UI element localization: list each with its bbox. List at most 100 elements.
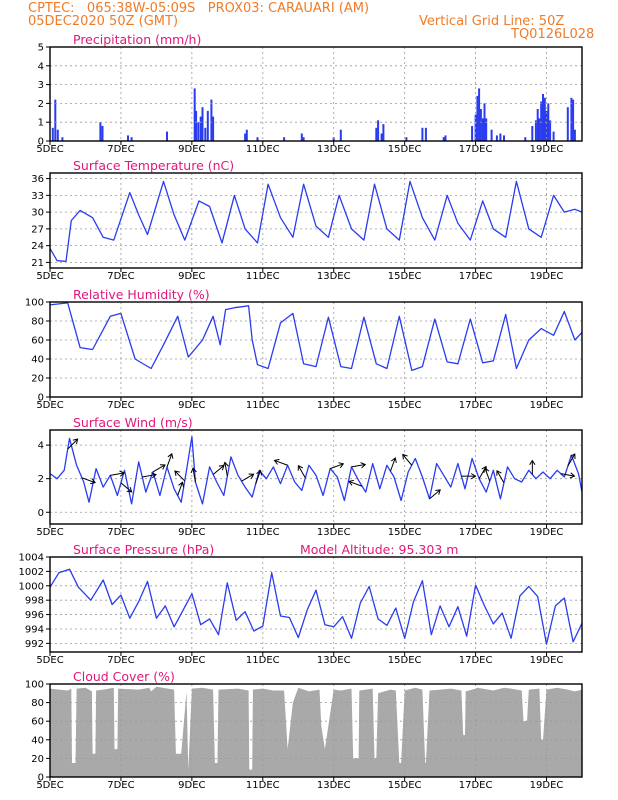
- precip-bar: [339, 129, 342, 141]
- wind-direction-arrow: [483, 467, 491, 482]
- panel-annotation: Model Altitude: 95.303 m: [300, 542, 458, 557]
- wind-direction-arrow: [174, 470, 186, 482]
- precip-bar: [481, 118, 484, 141]
- y-tick-label: 4: [38, 441, 44, 452]
- rh-panel: 0 20 40 60 80 100 5DEC 7DEC 9DEC 11DEC 13DEC 15DEC 1…: [25, 287, 583, 411]
- wind-arrow-head: [222, 461, 229, 468]
- x-tick-label: 19DEC: [530, 655, 564, 666]
- wind-direction-arrow: [177, 481, 184, 496]
- precip-bar: [101, 126, 104, 141]
- y-tick-label: 0: [38, 393, 44, 404]
- precip-bar: [51, 127, 54, 141]
- precip-bar: [499, 133, 502, 141]
- precip-panel: 0 1 2 3 4 5 5DEC 7DEC 9DEC 11DEC 13DEC 15DEC 17DEC 19…: [36, 32, 583, 155]
- x-tick-label: 17DEC: [459, 527, 493, 538]
- y-tick-label: 2: [38, 474, 44, 485]
- precip-bar: [405, 137, 408, 141]
- wind-direction-arrow: [567, 453, 576, 467]
- precip-bar: [479, 109, 482, 141]
- wind-arrow-shaft: [429, 489, 441, 500]
- wind-arrow-head: [273, 458, 280, 465]
- wind-direction-arrow: [212, 464, 225, 475]
- wind-arrow-head: [178, 481, 184, 488]
- x-tick-label: 17DEC: [459, 780, 493, 791]
- precip-bar: [503, 135, 505, 141]
- y-tick-label: 0: [38, 508, 44, 519]
- wind-direction-arrow: [351, 462, 367, 469]
- x-tick-label: 5DEC: [36, 780, 63, 791]
- x-tick-label: 17DEC: [459, 655, 493, 666]
- precip-bar: [552, 131, 555, 141]
- precip-bar: [166, 131, 168, 141]
- plot-frame: [49, 172, 583, 269]
- y-tick-label: 1: [38, 118, 44, 129]
- wind-direction-arrow: [402, 453, 413, 466]
- y-tick-label: 0: [38, 137, 44, 148]
- x-tick-label: 15DEC: [388, 144, 422, 155]
- precip-bar: [424, 127, 427, 141]
- precip-bar: [244, 133, 247, 141]
- precip-bar: [380, 133, 383, 141]
- plot-frame: [49, 429, 583, 525]
- precip-bar: [210, 99, 213, 141]
- wind-arrow-head: [151, 472, 157, 479]
- precip-bar: [566, 107, 569, 141]
- y-tick-label: 100: [25, 680, 44, 691]
- x-tick-label: 9DEC: [178, 527, 205, 538]
- precip-bar: [485, 118, 488, 141]
- precip-bar: [199, 116, 202, 141]
- x-tick-label: 11DEC: [246, 655, 280, 666]
- wind-arrow-shaft: [567, 453, 576, 467]
- precip-bar: [545, 110, 548, 141]
- precip-bar: [490, 129, 493, 141]
- precip-bar: [524, 137, 527, 141]
- precip-bar: [204, 127, 207, 141]
- wind-arrow-head: [483, 467, 490, 474]
- y-tick-label: 27: [31, 224, 44, 235]
- plot-frame: [49, 301, 583, 398]
- wind-direction-arrow: [120, 482, 133, 493]
- y-tick-label: 3: [38, 80, 44, 91]
- wind-arrow-head: [360, 462, 367, 469]
- x-tick-label: 11DEC: [246, 400, 280, 411]
- precip-bar: [540, 101, 543, 141]
- precip-bar: [375, 127, 378, 141]
- plot-frame: [49, 556, 583, 653]
- wind-arrow-shaft: [496, 470, 505, 484]
- x-tick-label: 15DEC: [388, 400, 422, 411]
- wind-arrow-head: [435, 489, 441, 495]
- precip-bar: [245, 129, 248, 141]
- wind-arrow-head: [348, 479, 354, 486]
- y-tick-label: 5: [38, 43, 44, 54]
- plot-frame: [49, 683, 583, 778]
- y-tick-label: 21: [31, 258, 44, 269]
- precip-bar: [193, 88, 196, 141]
- wind-direction-arrow: [496, 469, 505, 484]
- cloud-cover-area: [50, 686, 582, 777]
- x-tick-label: 17DEC: [459, 400, 493, 411]
- wind-arrow-head: [126, 486, 133, 493]
- wind-arrow-shaft: [166, 453, 173, 468]
- panel-title: Relative Humidity (%): [73, 287, 210, 302]
- x-tick-label: 13DEC: [317, 780, 351, 791]
- wind-direction-arrow: [142, 472, 157, 479]
- wind-arrow-shaft: [330, 463, 344, 470]
- wind-direction-arrow: [390, 457, 397, 472]
- panel-title: Precipitation (mm/h): [73, 32, 201, 47]
- x-tick-label: 7DEC: [107, 271, 134, 282]
- wind-direction-arrow: [222, 461, 229, 477]
- y-tick-label: 40: [31, 735, 44, 746]
- wind-series-line: [49, 436, 583, 505]
- x-tick-label: 9DEC: [178, 271, 205, 282]
- x-tick-label: 13DEC: [317, 271, 351, 282]
- precip-bar: [570, 97, 573, 141]
- header-model-id: TQ0126L028: [511, 27, 595, 42]
- wind-arrow-shaft: [241, 473, 254, 482]
- wind-arrow-shaft: [174, 470, 186, 482]
- x-tick-label: 13DEC: [317, 144, 351, 155]
- precip-bar: [495, 135, 498, 141]
- panel-title: Surface Pressure (hPa): [73, 542, 214, 557]
- temp-panel: 21 24 27 30 33 36 5DEC 7DEC 9DEC 11DEC 13DEC 15DEC 1…: [31, 158, 583, 282]
- wind-arrow-shaft: [81, 477, 96, 484]
